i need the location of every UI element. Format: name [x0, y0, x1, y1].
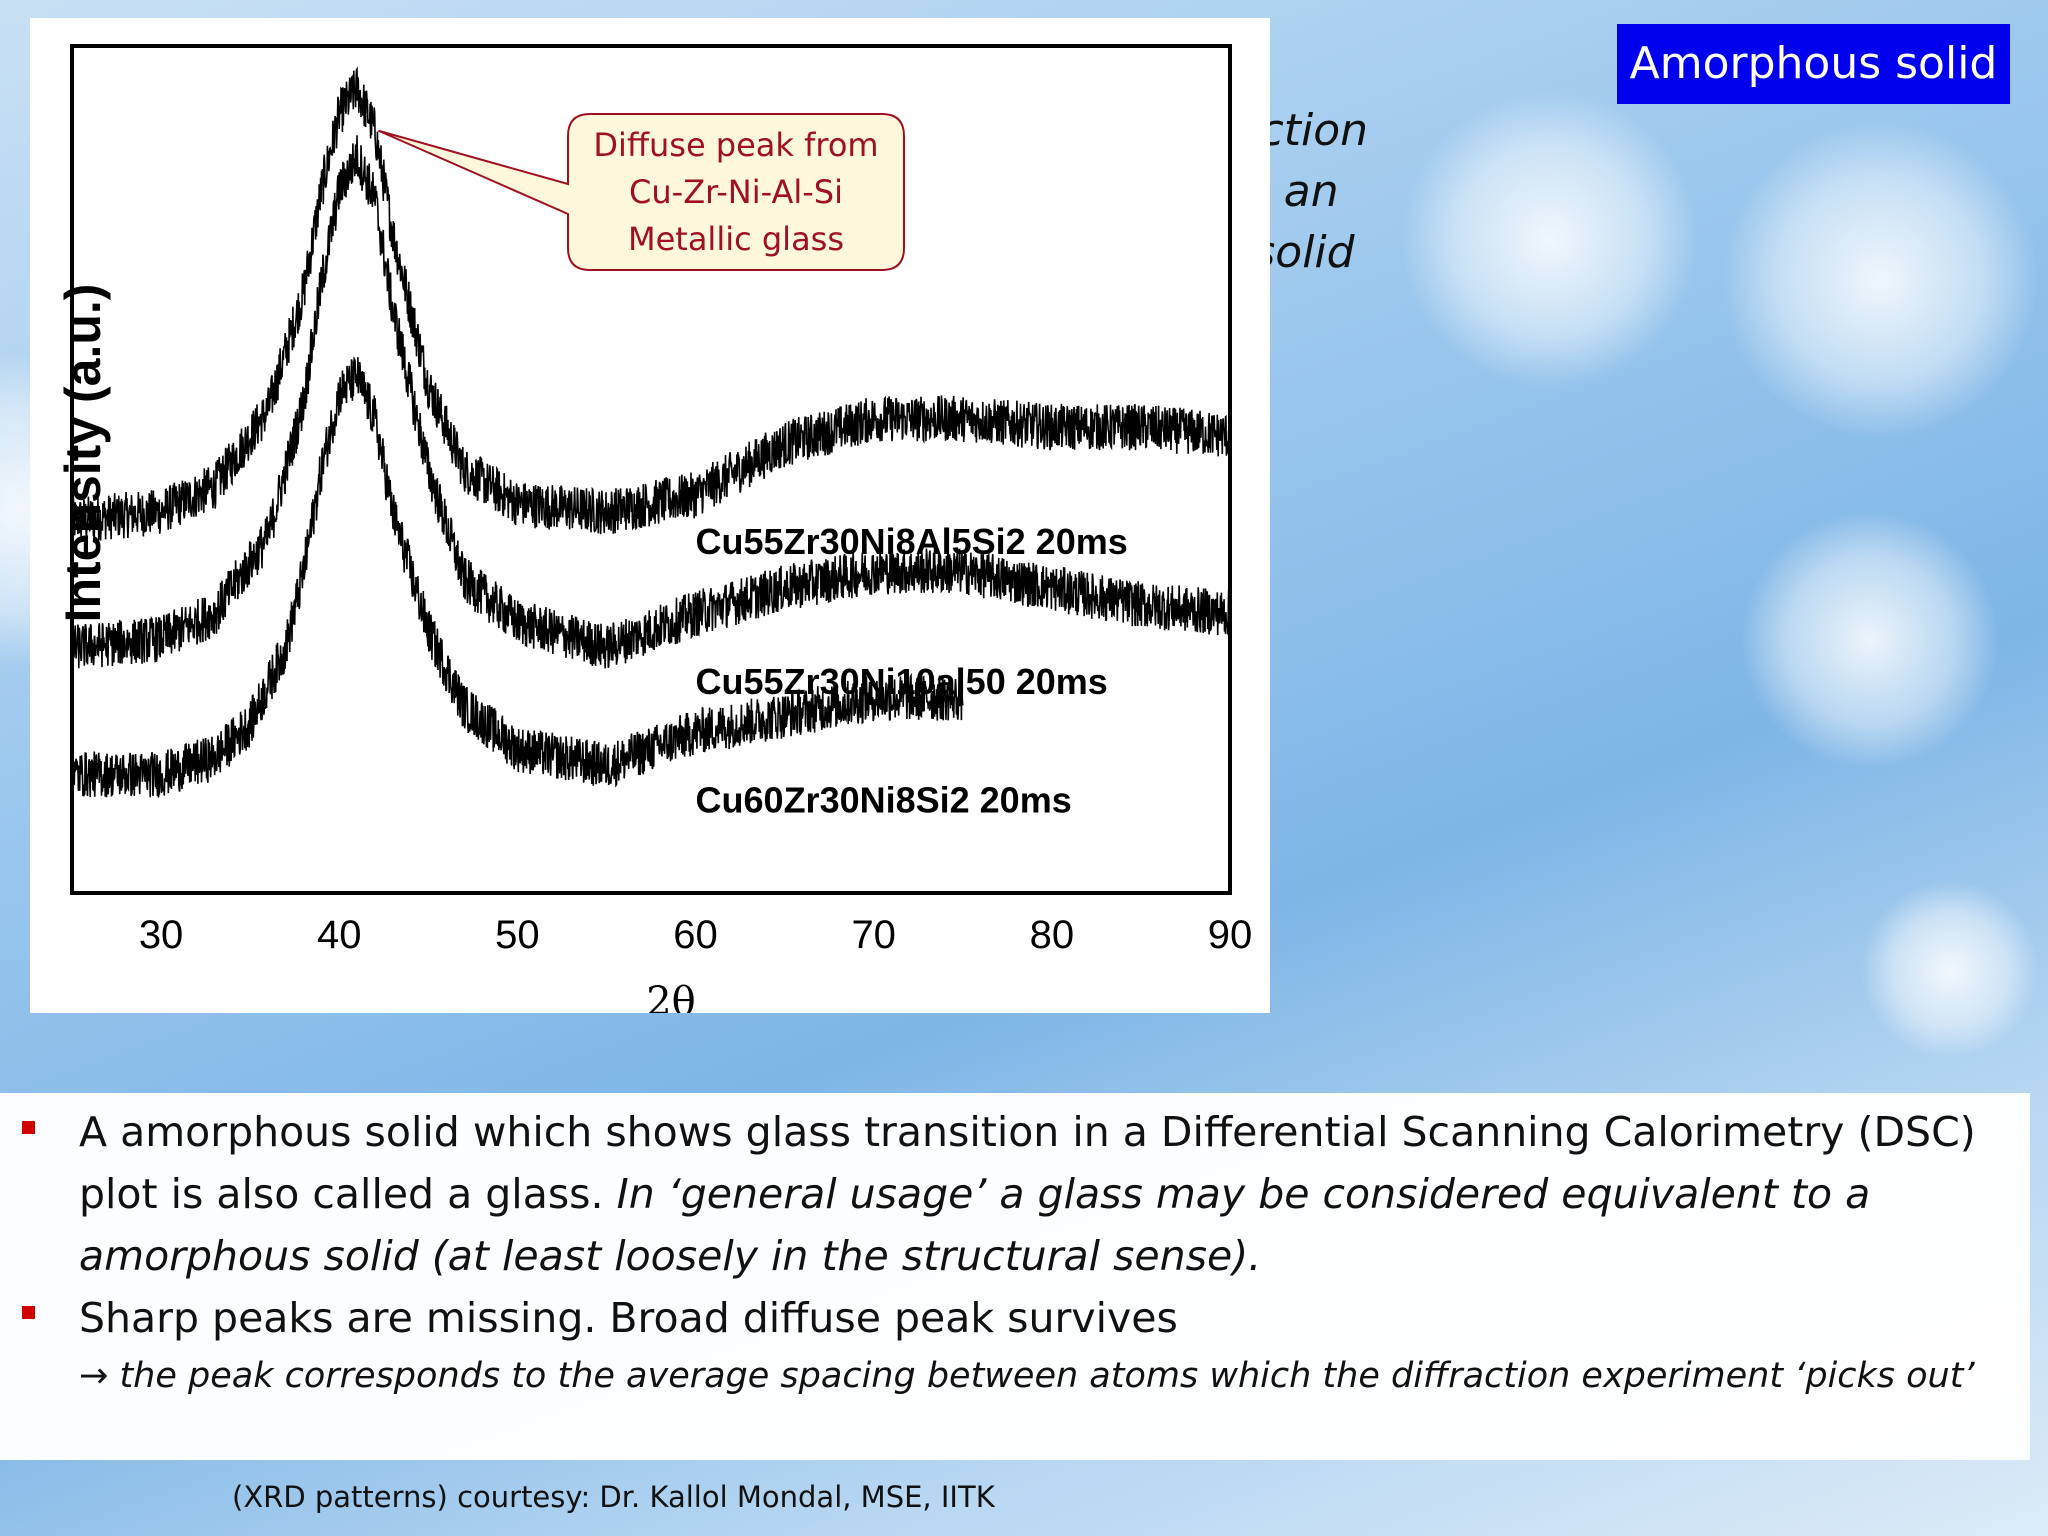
x-tick-label: 50 — [495, 913, 540, 957]
callout-text: Metallic glass — [628, 220, 844, 258]
xrd-chart-panel: 30 40 50 60 70 80 90 2θ Intensity (a.u.) Cu55Z… — [30, 18, 1270, 1013]
bullet-marker-icon — [22, 1121, 35, 1134]
x-tick-labels: 30 40 50 60 70 80 90 — [139, 913, 1252, 957]
snowflake-decoration — [1860, 880, 2040, 1060]
callout-text: Diffuse peak from — [593, 126, 878, 164]
x-tick-label: 40 — [317, 913, 362, 957]
x-tick-label: 90 — [1208, 913, 1253, 957]
series-label: Cu55Zr30Ni10al50 20ms — [696, 661, 1108, 702]
snowflake-decoration — [1400, 90, 1700, 390]
bullet-text: A amorphous solid which shows glass tran… — [79, 1108, 1976, 1218]
x-tick-label: 30 — [139, 913, 184, 957]
bullet-text-italic: In ‘general usage’ a glass may be consid… — [79, 1170, 1871, 1280]
snowflake-decoration — [1740, 510, 2000, 770]
series-line — [71, 66, 1231, 541]
series-group — [71, 66, 1231, 798]
series-labels: Cu55Zr30Ni8Al5Si2 20ms Cu55Zr30Ni10al50 2… — [696, 521, 1128, 820]
x-tick-label: 80 — [1030, 913, 1075, 957]
series-line — [71, 135, 1231, 669]
plot-frame — [70, 44, 1232, 895]
slide-title: Amorphous solid — [1617, 24, 2010, 104]
callout-bubble — [378, 113, 905, 271]
series-label: Cu60Zr30Ni8Si2 20ms — [696, 780, 1072, 821]
x-axis-label: 2θ — [646, 979, 696, 1013]
y-axis-label: Intensity (a.u.) — [55, 284, 111, 623]
xrd-chart: 30 40 50 60 70 80 90 2θ Intensity (a.u.) Cu55Z… — [55, 44, 1252, 1013]
bullet-panel: A amorphous solid which shows glass tran… — [0, 1093, 2030, 1460]
credit-text: (XRD patterns) courtesy: Dr. Kallol Mond… — [232, 1480, 995, 1514]
bullet-item: A amorphous solid which shows glass tran… — [79, 1101, 2009, 1287]
series-label: Cu55Zr30Ni8Al5Si2 20ms — [696, 521, 1128, 562]
callout: Diffuse peak from Cu-Zr-Ni-Al-Si Metalli… — [378, 113, 905, 271]
snowflake-decoration — [1720, 120, 2040, 440]
callout-text: Cu-Zr-Ni-Al-Si — [629, 173, 843, 211]
x-tick-label: 70 — [851, 913, 896, 957]
series-line — [71, 355, 964, 798]
bullet-marker-icon — [22, 1306, 35, 1319]
bullet-item: Sharp peaks are missing. Broad diffuse p… — [79, 1294, 1178, 1342]
x-tick-label: 60 — [673, 913, 718, 957]
bullet-subtext: → the peak corresponds to the average sp… — [79, 1356, 1975, 1396]
